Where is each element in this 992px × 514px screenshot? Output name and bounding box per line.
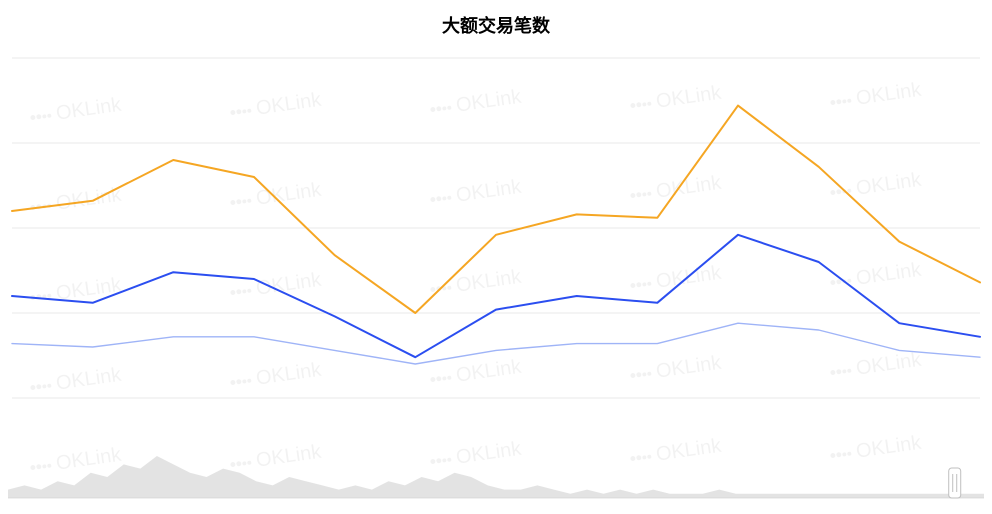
series-line-series-blue-light (12, 323, 980, 364)
main-chart (0, 48, 992, 408)
chart-gridlines (12, 58, 980, 398)
brush-handle[interactable] (949, 468, 961, 498)
series-line-series-orange (12, 106, 980, 313)
chart-title: 大额交易笔数 (0, 0, 992, 38)
chart-series-group (12, 106, 980, 364)
timeline-brush[interactable] (8, 446, 984, 506)
brush-sparkline (8, 456, 984, 498)
